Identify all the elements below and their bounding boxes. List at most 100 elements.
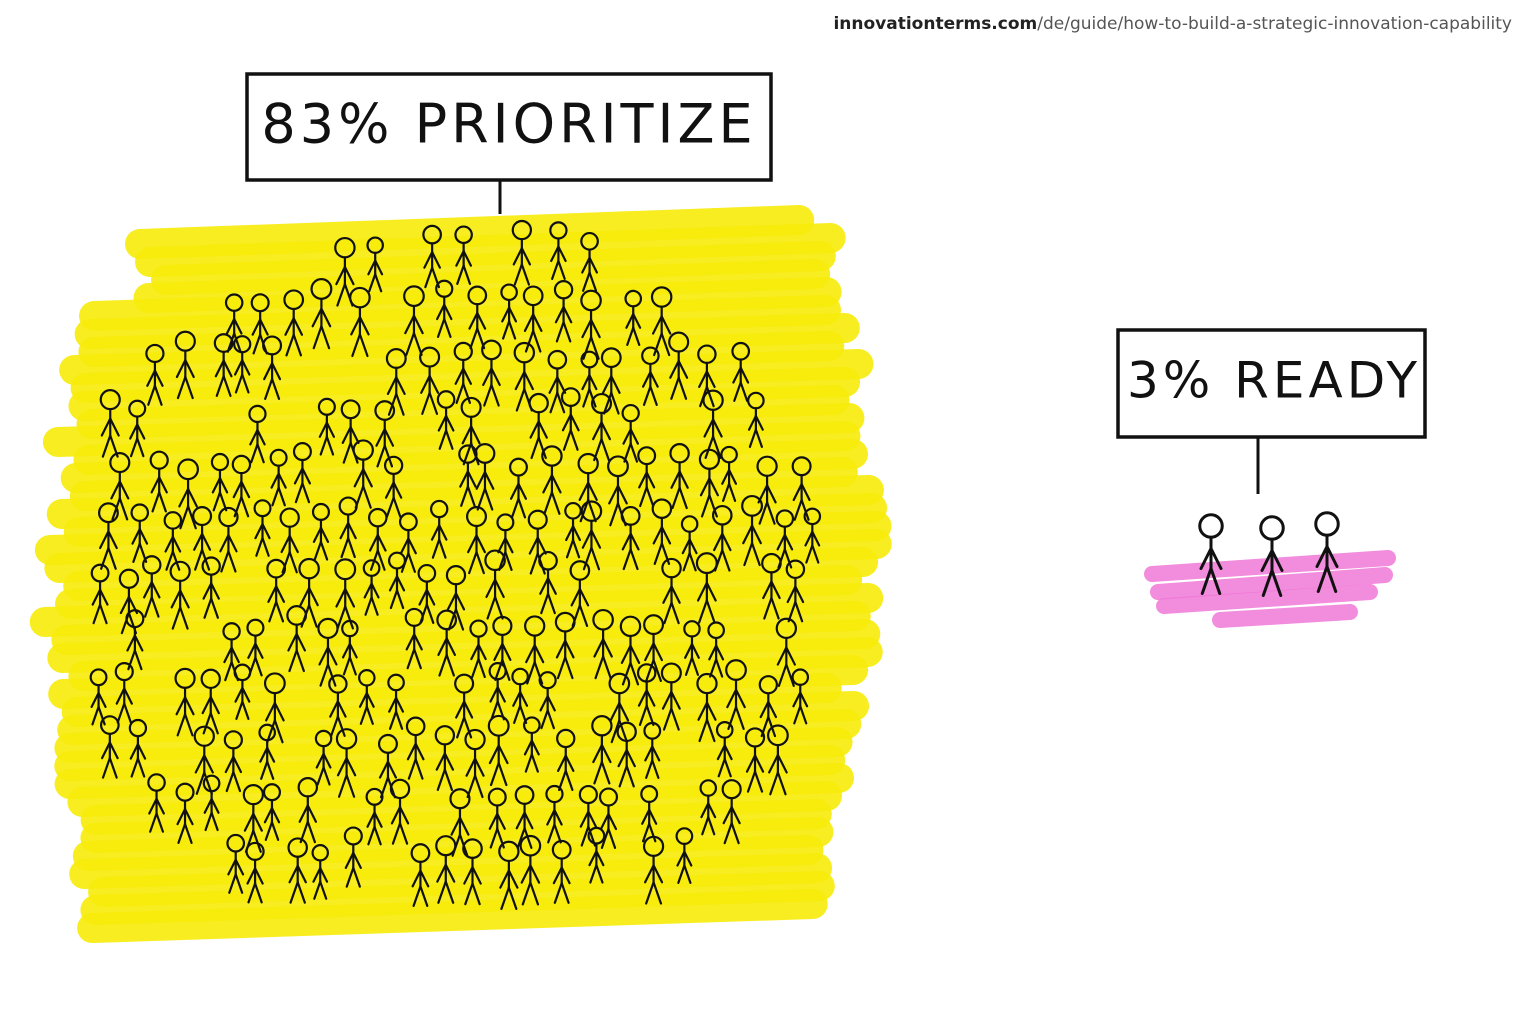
arms: [241, 359, 251, 376]
stick-figure: [641, 346, 660, 406]
arms: [123, 687, 133, 705]
leg: [1261, 569, 1274, 597]
arms: [234, 686, 244, 703]
arms: [557, 754, 567, 772]
stick-figure: [405, 716, 426, 780]
stick-figure: [352, 439, 374, 509]
stick-figure: [404, 607, 424, 670]
leg: [288, 550, 298, 574]
arms: [588, 850, 598, 867]
marker-stroke: [54, 727, 853, 781]
leg: [723, 757, 732, 778]
stick-figure: [580, 289, 602, 360]
leg: [555, 321, 565, 343]
stick-figure: [487, 714, 510, 787]
arms: [454, 367, 465, 385]
arms: [129, 423, 139, 440]
leg: [224, 660, 233, 682]
leg: [312, 325, 323, 350]
leg: [406, 648, 416, 670]
stick-figure: [527, 509, 548, 575]
leg: [253, 882, 263, 904]
arms: [100, 417, 112, 437]
stick-figure: [200, 668, 221, 735]
arms: [395, 575, 406, 592]
leg: [638, 704, 648, 726]
stick-figure: [387, 673, 405, 730]
arms: [148, 797, 158, 815]
arms: [599, 812, 610, 831]
leg: [368, 273, 377, 293]
arms: [349, 425, 360, 444]
source-url: innovationterms.com/de/guide/how-to-buil…: [833, 14, 1512, 34]
arms: [699, 477, 711, 497]
arms: [616, 484, 628, 505]
leg: [587, 498, 597, 523]
stick-figure: [721, 779, 742, 845]
arms: [399, 537, 410, 555]
leg: [776, 771, 787, 796]
leg: [358, 333, 369, 358]
leg: [529, 552, 539, 575]
arms: [131, 527, 141, 545]
arms: [263, 806, 274, 824]
leg: [671, 486, 681, 510]
leg: [247, 882, 257, 904]
stick-figure: [590, 392, 613, 462]
leg: [383, 444, 394, 468]
arms: [437, 637, 448, 656]
marker-stroke: [80, 871, 835, 925]
stick-figure: [522, 285, 544, 353]
arms: [136, 423, 146, 440]
leg: [546, 709, 555, 730]
arms: [703, 418, 715, 438]
arms: [512, 247, 523, 266]
leg: [176, 713, 187, 737]
arms: [690, 643, 700, 659]
arms: [716, 744, 726, 761]
arms: [645, 471, 656, 489]
arms: [287, 632, 298, 652]
arms: [515, 811, 526, 830]
arms: [308, 586, 319, 607]
leg: [610, 391, 620, 415]
arms: [210, 582, 220, 600]
leg: [589, 864, 598, 884]
leg: [653, 332, 663, 357]
leg: [609, 502, 620, 527]
leg: [455, 382, 465, 404]
arms: [265, 701, 276, 722]
leg: [443, 317, 452, 338]
arms: [277, 472, 287, 489]
arms: [493, 642, 504, 661]
leg: [794, 600, 804, 623]
stick-figure: [147, 773, 166, 833]
stick-figure: [368, 507, 388, 571]
leg: [530, 436, 540, 460]
leg: [345, 866, 355, 888]
leg: [600, 827, 610, 849]
stick-figure: [248, 404, 267, 464]
leg: [210, 811, 219, 832]
leg: [520, 263, 531, 286]
leg: [645, 658, 655, 683]
stick-figure: [453, 341, 473, 404]
leg: [424, 266, 434, 289]
stick-figure: [263, 672, 286, 744]
arms: [759, 700, 770, 719]
arms: [97, 691, 107, 709]
leg: [645, 486, 655, 508]
arms: [129, 743, 140, 760]
leg: [641, 822, 651, 843]
leg: [811, 544, 820, 564]
leg: [562, 321, 572, 343]
leg: [395, 392, 405, 416]
arms: [299, 586, 311, 607]
arms: [315, 752, 325, 769]
arms: [158, 476, 168, 494]
leg: [344, 605, 354, 630]
arms: [462, 367, 472, 385]
leg: [565, 538, 575, 559]
leg: [275, 600, 285, 623]
arms: [367, 259, 377, 276]
